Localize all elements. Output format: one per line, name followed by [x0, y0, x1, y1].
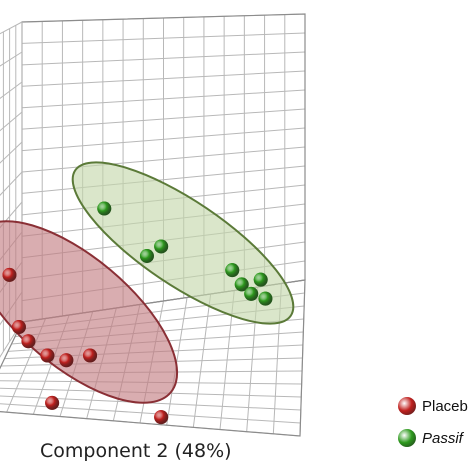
legend-label: Placeb [422, 397, 468, 415]
data-point-shading [45, 395, 60, 410]
confidence-ellipse [0, 220, 179, 404]
data-point-shading [154, 239, 169, 254]
grid-line [0, 111, 23, 132]
data-point-shading [21, 334, 36, 349]
data-point-shading [154, 410, 169, 425]
legend-item-series-1: Placeb [398, 392, 474, 420]
data-point-shading [253, 272, 268, 287]
grid-line [0, 403, 301, 424]
grid-line [21, 165, 306, 194]
data-point-shading [2, 267, 17, 282]
grid-line [0, 51, 23, 67]
legend-marker-red [398, 397, 416, 415]
data-point-shading [59, 353, 74, 368]
data-point-shading [234, 277, 249, 292]
data-points [2, 201, 273, 425]
data-point-shading [244, 286, 259, 301]
data-point-shading [225, 263, 240, 278]
grid-line [0, 21, 23, 35]
legend: Placeb Passif [398, 392, 474, 462]
data-point-shading [139, 248, 154, 263]
data-point-shading [11, 320, 26, 335]
grid-line [0, 171, 23, 196]
legend-marker-green [398, 429, 416, 447]
grid-line [0, 81, 23, 99]
grid-line [0, 321, 23, 358]
legend-label: Passif [422, 429, 463, 447]
grid-line [0, 201, 23, 229]
grid-line [21, 146, 306, 173]
data-point-shading [97, 201, 112, 216]
data-point-shading [83, 348, 98, 363]
legend-item-series-2: Passif [398, 424, 474, 452]
grid-line [0, 141, 23, 164]
data-point-shading [258, 291, 273, 306]
x-axis-label: Component 2 (48%) [40, 440, 232, 462]
data-point-shading [40, 348, 55, 363]
